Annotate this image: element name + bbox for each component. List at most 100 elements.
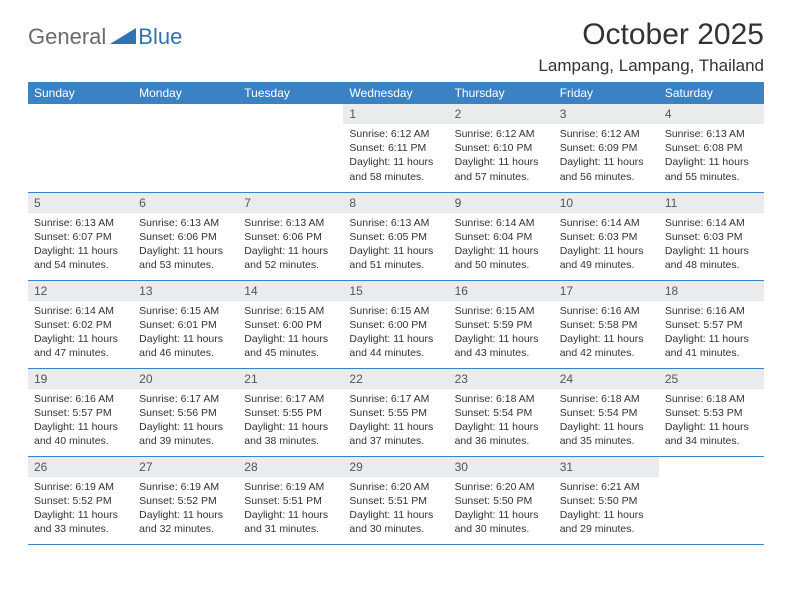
day-details: Sunrise: 6:16 AMSunset: 5:57 PMDaylight:…	[659, 301, 764, 365]
calendar-week-row: 26Sunrise: 6:19 AMSunset: 5:52 PMDayligh…	[28, 456, 764, 544]
sunset-text: Sunset: 6:00 PM	[349, 318, 442, 332]
day-number: 8	[343, 193, 448, 213]
sunset-text: Sunset: 6:10 PM	[455, 141, 548, 155]
sunset-text: Sunset: 6:03 PM	[560, 230, 653, 244]
sunrise-text: Sunrise: 6:15 AM	[244, 304, 337, 318]
sunrise-text: Sunrise: 6:20 AM	[455, 480, 548, 494]
sunset-text: Sunset: 5:51 PM	[349, 494, 442, 508]
calendar-cell: 2Sunrise: 6:12 AMSunset: 6:10 PMDaylight…	[449, 104, 554, 192]
day-number: 7	[238, 193, 343, 213]
sunrise-text: Sunrise: 6:19 AM	[139, 480, 232, 494]
day-details: Sunrise: 6:21 AMSunset: 5:50 PMDaylight:…	[554, 477, 659, 541]
sunrise-text: Sunrise: 6:13 AM	[139, 216, 232, 230]
sunset-text: Sunset: 6:05 PM	[349, 230, 442, 244]
sunset-text: Sunset: 6:01 PM	[139, 318, 232, 332]
day-details: Sunrise: 6:12 AMSunset: 6:10 PMDaylight:…	[449, 124, 554, 188]
daylight-text: Daylight: 11 hours and 39 minutes.	[139, 420, 232, 448]
day-number: 10	[554, 193, 659, 213]
day-number: 12	[28, 281, 133, 301]
day-details: Sunrise: 6:13 AMSunset: 6:06 PMDaylight:…	[238, 213, 343, 277]
day-number: 23	[449, 369, 554, 389]
sunrise-text: Sunrise: 6:13 AM	[244, 216, 337, 230]
sunrise-text: Sunrise: 6:15 AM	[139, 304, 232, 318]
calendar-cell: 13Sunrise: 6:15 AMSunset: 6:01 PMDayligh…	[133, 280, 238, 368]
header: General Blue October 2025 Lampang, Lampa…	[28, 18, 764, 76]
day-number: 17	[554, 281, 659, 301]
daylight-text: Daylight: 11 hours and 29 minutes.	[560, 508, 653, 536]
sunrise-text: Sunrise: 6:17 AM	[349, 392, 442, 406]
month-title: October 2025	[538, 18, 764, 52]
daylight-text: Daylight: 11 hours and 34 minutes.	[665, 420, 758, 448]
sunset-text: Sunset: 6:02 PM	[34, 318, 127, 332]
calendar-cell: 16Sunrise: 6:15 AMSunset: 5:59 PMDayligh…	[449, 280, 554, 368]
calendar-page: General Blue October 2025 Lampang, Lampa…	[0, 0, 792, 563]
daylight-text: Daylight: 11 hours and 36 minutes.	[455, 420, 548, 448]
calendar-cell: 15Sunrise: 6:15 AMSunset: 6:00 PMDayligh…	[343, 280, 448, 368]
sunrise-text: Sunrise: 6:12 AM	[455, 127, 548, 141]
calendar-cell: 8Sunrise: 6:13 AMSunset: 6:05 PMDaylight…	[343, 192, 448, 280]
day-number: 20	[133, 369, 238, 389]
day-of-week-header: Thursday	[449, 82, 554, 104]
calendar-cell: 25Sunrise: 6:18 AMSunset: 5:53 PMDayligh…	[659, 368, 764, 456]
day-details: Sunrise: 6:15 AMSunset: 5:59 PMDaylight:…	[449, 301, 554, 365]
daylight-text: Daylight: 11 hours and 52 minutes.	[244, 244, 337, 272]
sunset-text: Sunset: 5:52 PM	[139, 494, 232, 508]
calendar-cell: 31Sunrise: 6:21 AMSunset: 5:50 PMDayligh…	[554, 456, 659, 544]
calendar-cell: 17Sunrise: 6:16 AMSunset: 5:58 PMDayligh…	[554, 280, 659, 368]
sunset-text: Sunset: 6:00 PM	[244, 318, 337, 332]
sunrise-text: Sunrise: 6:14 AM	[560, 216, 653, 230]
sunset-text: Sunset: 5:53 PM	[665, 406, 758, 420]
day-number: 15	[343, 281, 448, 301]
calendar-cell: 3 Sunrise: 6:12 AMSunset: 6:09 PMDaylight…	[554, 104, 659, 192]
day-number: 31	[554, 457, 659, 477]
day-of-week-header: Saturday	[659, 82, 764, 104]
day-number: 24	[554, 369, 659, 389]
day-number: 16	[449, 281, 554, 301]
daylight-text: Daylight: 11 hours and 42 minutes.	[560, 332, 653, 360]
day-details: Sunrise: 6:17 AMSunset: 5:55 PMDaylight:…	[238, 389, 343, 453]
daylight-text: Daylight: 11 hours and 56 minutes.	[560, 155, 653, 183]
calendar-cell: 11Sunrise: 6:14 AMSunset: 6:03 PMDayligh…	[659, 192, 764, 280]
day-number: 19	[28, 369, 133, 389]
sunrise-text: Sunrise: 6:13 AM	[349, 216, 442, 230]
sunrise-text: Sunrise: 6:13 AM	[34, 216, 127, 230]
day-details: Sunrise: 6:16 AMSunset: 5:57 PMDaylight:…	[28, 389, 133, 453]
calendar-cell	[133, 104, 238, 192]
day-number: 3	[554, 104, 659, 124]
sunset-text: Sunset: 6:09 PM	[560, 141, 653, 155]
sunset-text: Sunset: 5:59 PM	[455, 318, 548, 332]
day-details: Sunrise: 6:14 AMSunset: 6:04 PMDaylight:…	[449, 213, 554, 277]
sunset-text: Sunset: 6:06 PM	[244, 230, 337, 244]
sunset-text: Sunset: 6:11 PM	[349, 141, 442, 155]
day-of-week-header: Friday	[554, 82, 659, 104]
logo: General Blue	[28, 18, 182, 50]
sunset-text: Sunset: 5:52 PM	[34, 494, 127, 508]
sunset-text: Sunset: 5:57 PM	[34, 406, 127, 420]
day-number: 6	[133, 193, 238, 213]
calendar-week-row: 1Sunrise: 6:12 AMSunset: 6:11 PMDaylight…	[28, 104, 764, 192]
sunrise-text: Sunrise: 6:12 AM	[560, 127, 653, 141]
calendar-cell: 14Sunrise: 6:15 AMSunset: 6:00 PMDayligh…	[238, 280, 343, 368]
daylight-text: Daylight: 11 hours and 32 minutes.	[139, 508, 232, 536]
day-details: Sunrise: 6:20 AMSunset: 5:50 PMDaylight:…	[449, 477, 554, 541]
day-details: Sunrise: 6:15 AMSunset: 6:00 PMDaylight:…	[238, 301, 343, 365]
calendar-body: 1Sunrise: 6:12 AMSunset: 6:11 PMDaylight…	[28, 104, 764, 544]
calendar-week-row: 5Sunrise: 6:13 AMSunset: 6:07 PMDaylight…	[28, 192, 764, 280]
day-number: 27	[133, 457, 238, 477]
day-details: Sunrise: 6:18 AMSunset: 5:54 PMDaylight:…	[554, 389, 659, 453]
day-number: 2	[449, 104, 554, 124]
calendar-cell: 7Sunrise: 6:13 AMSunset: 6:06 PMDaylight…	[238, 192, 343, 280]
sunrise-text: Sunrise: 6:16 AM	[560, 304, 653, 318]
day-details: Sunrise: 6:14 AMSunset: 6:03 PMDaylight:…	[554, 213, 659, 277]
calendar-cell: 10Sunrise: 6:14 AMSunset: 6:03 PMDayligh…	[554, 192, 659, 280]
sunrise-text: Sunrise: 6:16 AM	[665, 304, 758, 318]
sunset-text: Sunset: 5:57 PM	[665, 318, 758, 332]
daylight-text: Daylight: 11 hours and 55 minutes.	[665, 155, 758, 183]
calendar-cell: 5Sunrise: 6:13 AMSunset: 6:07 PMDaylight…	[28, 192, 133, 280]
calendar-head: SundayMondayTuesdayWednesdayThursdayFrid…	[28, 82, 764, 104]
day-details: Sunrise: 6:14 AMSunset: 6:03 PMDaylight:…	[659, 213, 764, 277]
sunset-text: Sunset: 5:50 PM	[455, 494, 548, 508]
day-number: 18	[659, 281, 764, 301]
daylight-text: Daylight: 11 hours and 46 minutes.	[139, 332, 232, 360]
daylight-text: Daylight: 11 hours and 48 minutes.	[665, 244, 758, 272]
